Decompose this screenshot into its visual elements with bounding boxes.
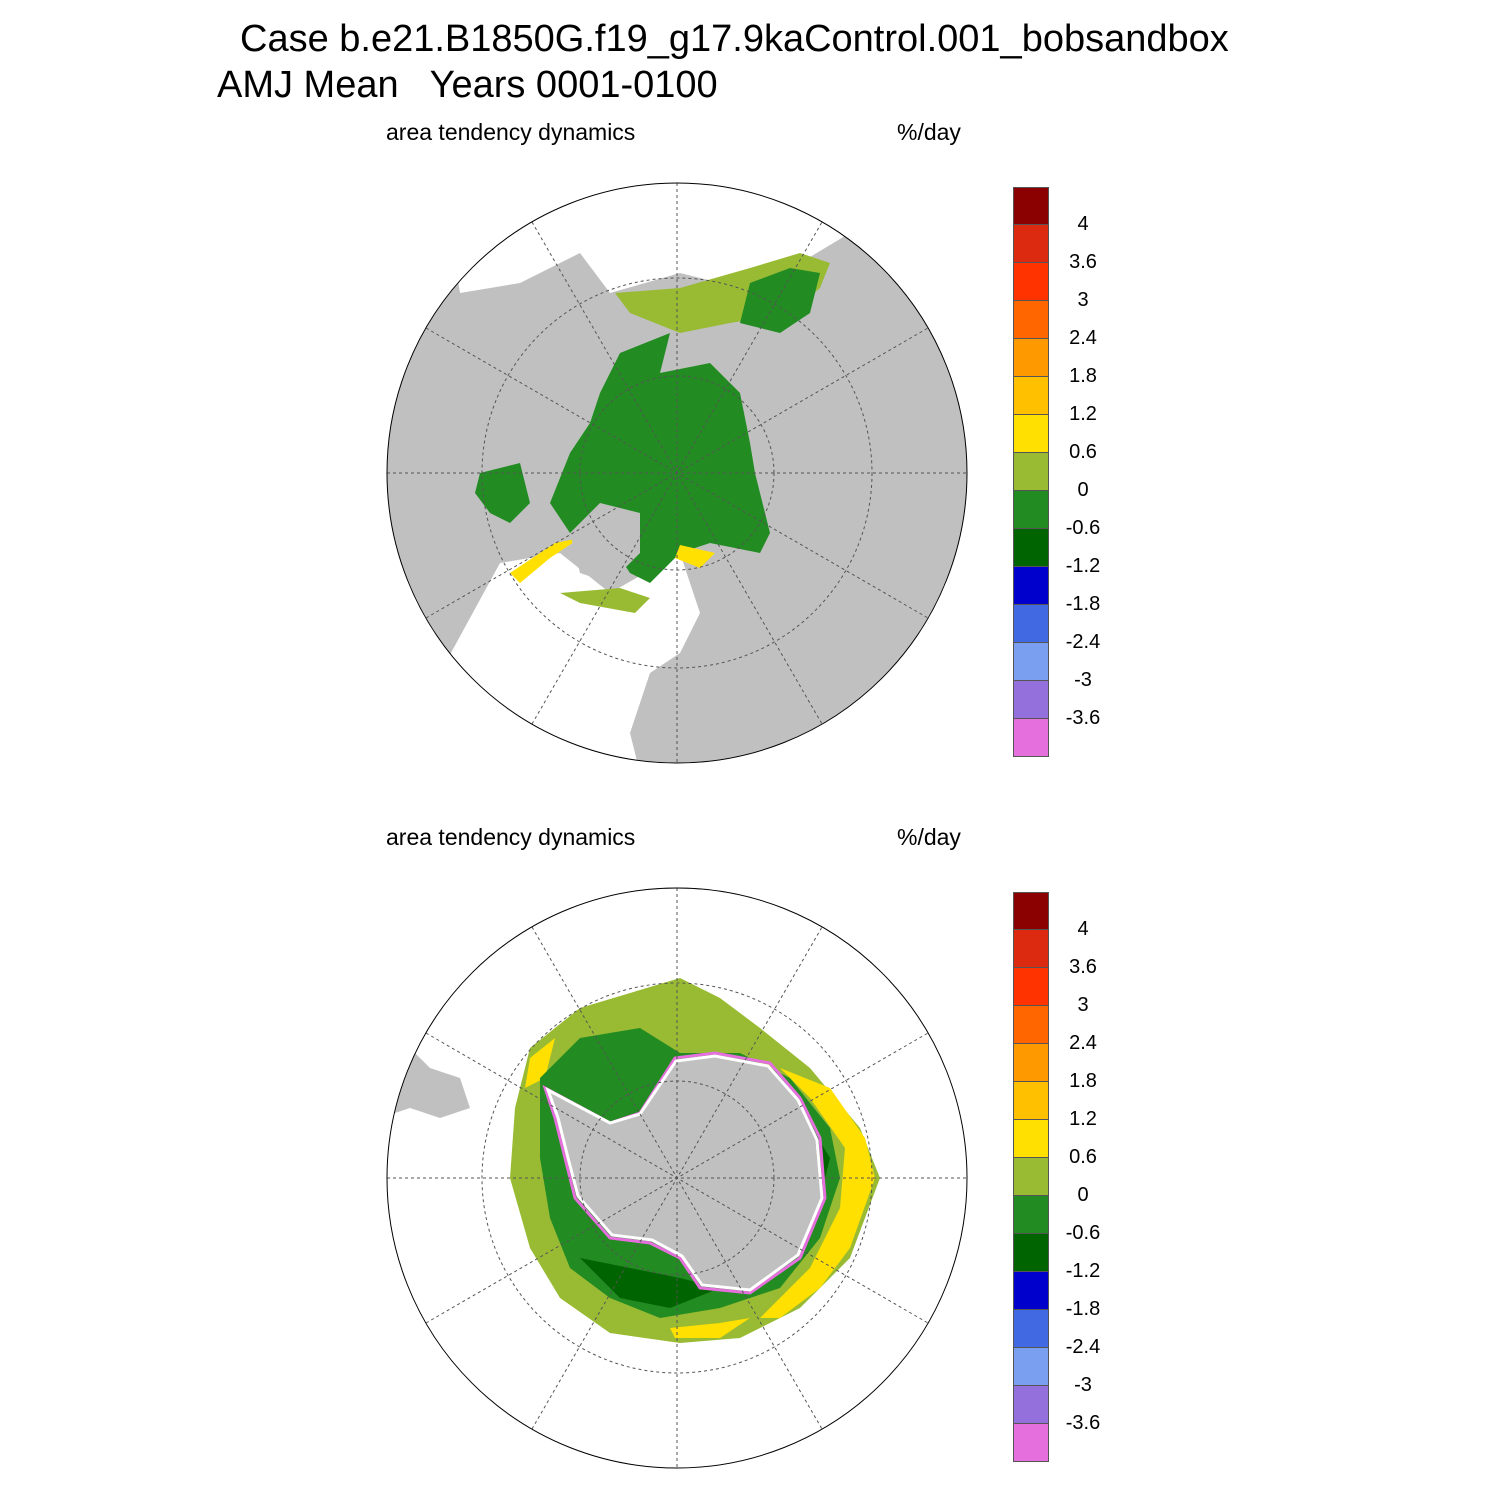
colorbar-tick-label: 3	[1077, 994, 1089, 1016]
graticule	[387, 183, 967, 763]
colorbar-tick-label: 3.6	[1069, 251, 1097, 273]
colorbar-tick-label: -3.6	[1065, 1412, 1101, 1434]
colorbar-box	[1013, 1424, 1049, 1462]
ice-edge-yellow-west	[525, 1038, 555, 1088]
colorbar-box	[1013, 719, 1049, 757]
figure-title-case: Case b.e21.B1850G.f19_g17.9kaControl.001…	[240, 18, 1229, 60]
colorbar-box	[1013, 415, 1049, 453]
map-border	[386, 887, 968, 1469]
colorbar-box	[1013, 1234, 1049, 1272]
figure-title-period: AMJ Mean Years 0001-0100	[217, 64, 718, 106]
map-border	[386, 182, 968, 764]
colorbar-box	[1013, 643, 1049, 681]
colorbar-north	[1013, 187, 1049, 757]
colorbar-box	[1013, 605, 1049, 643]
colorbar-tick-label: -3	[1074, 1374, 1092, 1396]
labrador-ice-yellow	[510, 538, 580, 583]
colorbar-tick-label: -0.6	[1065, 517, 1101, 539]
panel-south-units: %/day	[897, 824, 961, 850]
colorbar-box	[1013, 263, 1049, 301]
colorbar-tick-label: 4	[1077, 213, 1089, 235]
colorbar-box	[1013, 1272, 1049, 1310]
colorbar-tick-label: -1.8	[1065, 1298, 1101, 1320]
okhotsk-ice	[740, 268, 820, 333]
north-polar-map	[386, 182, 968, 764]
colorbar-tick-label: 2.4	[1069, 327, 1097, 349]
colorbar-box	[1013, 1196, 1049, 1234]
colorbar-box	[1013, 1348, 1049, 1386]
greenland-land	[570, 503, 640, 583]
colorbar-box	[1013, 1082, 1049, 1120]
colorbar-tick-label: 0.6	[1069, 1146, 1097, 1168]
panel-north-variable-label: area tendency dynamics	[386, 119, 636, 145]
colorbar-box	[1013, 1006, 1049, 1044]
colorbar-tick-label: 3.6	[1069, 956, 1097, 978]
greenland-sea-ice-yellow	[675, 545, 715, 568]
colorbar-tick-label: 1.8	[1069, 365, 1097, 387]
graticule	[387, 888, 967, 1468]
colorbar-tick-label: -2.4	[1065, 1336, 1101, 1358]
colorbar-tick-label: -3	[1074, 669, 1092, 691]
colorbar-box	[1013, 892, 1049, 930]
colorbar-box	[1013, 681, 1049, 719]
colorbar-box	[1013, 968, 1049, 1006]
colorbar-tick-label: 1.2	[1069, 1108, 1097, 1130]
panel-south-variable-label: area tendency dynamics	[386, 824, 636, 850]
colorbar-tick-label: 4	[1077, 918, 1089, 940]
colorbar-south	[1013, 892, 1049, 1462]
colorbar-tick-label: -1.2	[1065, 1260, 1101, 1282]
colorbar-box	[1013, 1120, 1049, 1158]
colorbar-tick-label: 3	[1077, 289, 1089, 311]
colorbar-box	[1013, 225, 1049, 263]
colorbar-box	[1013, 187, 1049, 225]
panel-north-units: %/day	[897, 119, 961, 145]
colorbar-box	[1013, 377, 1049, 415]
colorbar-tick-label: -3.6	[1065, 707, 1101, 729]
colorbar-box	[1013, 1158, 1049, 1196]
colorbar-tick-label: 0	[1077, 479, 1089, 501]
colorbar-tick-label: 1.2	[1069, 403, 1097, 425]
colorbar-tick-label: 0	[1077, 1184, 1089, 1206]
colorbar-tick-label: -1.8	[1065, 593, 1101, 615]
colorbar-box	[1013, 491, 1049, 529]
colorbar-tick-label: -2.4	[1065, 631, 1101, 653]
colorbar-tick-label: 1.8	[1069, 1070, 1097, 1092]
colorbar-tick-label: 2.4	[1069, 1032, 1097, 1054]
south-polar-map	[386, 887, 968, 1469]
colorbar-box	[1013, 930, 1049, 968]
baffin-ice-light	[560, 588, 650, 613]
colorbar-box	[1013, 301, 1049, 339]
antarctica-land	[545, 1054, 824, 1292]
ice-edge-yellow-south	[670, 1318, 750, 1338]
colorbar-box	[1013, 567, 1049, 605]
colorbar-box	[1013, 1386, 1049, 1424]
colorbar-box	[1013, 339, 1049, 377]
colorbar-box	[1013, 1044, 1049, 1082]
colorbar-box	[1013, 1310, 1049, 1348]
colorbar-box	[1013, 529, 1049, 567]
colorbar-tick-label: 0.6	[1069, 441, 1097, 463]
colorbar-box	[1013, 453, 1049, 491]
hudson-bay-ice	[475, 463, 530, 523]
ice-edge-yellow-east	[760, 1068, 875, 1318]
antarctica-outline	[542, 1051, 827, 1295]
colorbar-tick-label: -0.6	[1065, 1222, 1101, 1244]
colorbar-tick-label: -1.2	[1065, 555, 1101, 577]
